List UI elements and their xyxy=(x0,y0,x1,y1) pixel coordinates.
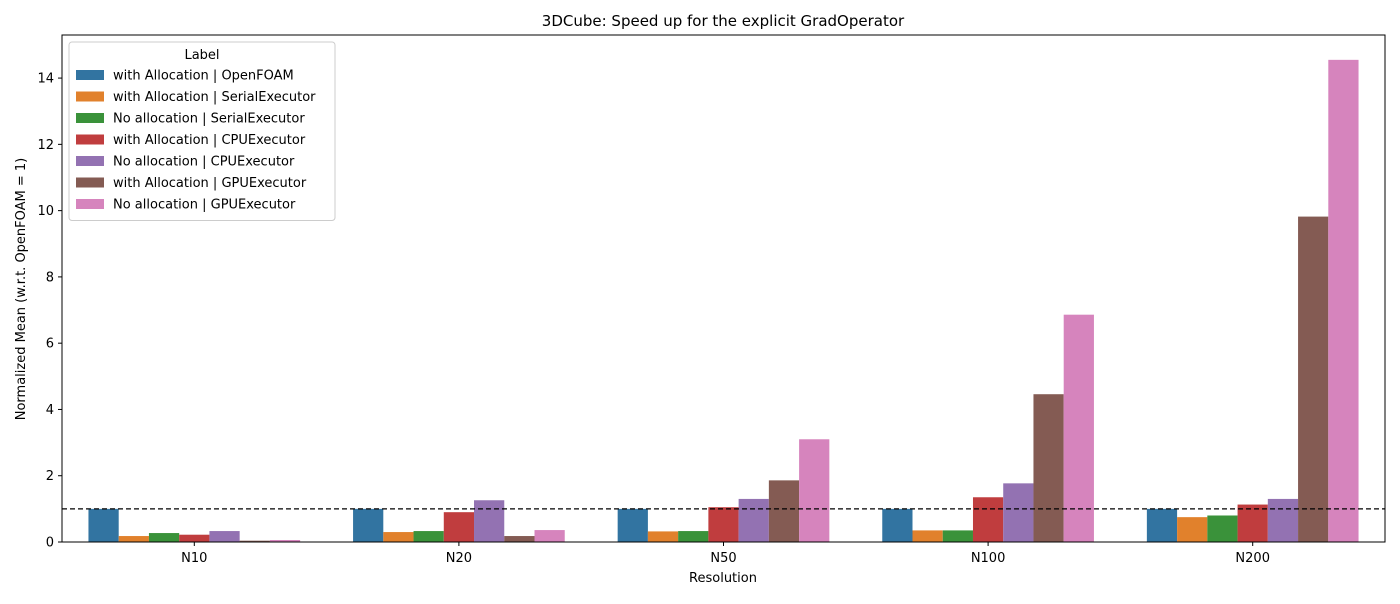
y-tick-label: 2 xyxy=(46,469,54,484)
bar xyxy=(148,533,180,542)
bar xyxy=(179,534,210,542)
legend-swatch xyxy=(76,156,104,166)
x-tick-label: N100 xyxy=(971,551,1006,566)
bar xyxy=(617,508,648,542)
x-tick-label: N200 xyxy=(1235,551,1270,566)
bar xyxy=(1177,517,1208,542)
bar xyxy=(942,530,973,542)
bar xyxy=(88,508,119,542)
bar xyxy=(1033,394,1064,542)
bar xyxy=(209,531,240,542)
legend-swatch xyxy=(76,113,104,123)
bar xyxy=(1328,59,1359,542)
legend-label: with Allocation | OpenFOAM xyxy=(113,69,294,84)
bar xyxy=(912,530,943,542)
bar xyxy=(1237,504,1268,542)
bar xyxy=(799,439,830,542)
axes-layer: 0 2 4 6 8 10 12 14 N10 N20 N50 N100 N200 xyxy=(37,34,1386,566)
y-tick-label: 8 xyxy=(46,270,54,285)
bar xyxy=(1267,498,1299,542)
legend-swatch xyxy=(76,177,104,188)
y-tick-label: 14 xyxy=(37,72,54,87)
x-tick-label: N50 xyxy=(710,551,736,566)
bar xyxy=(504,536,535,542)
bar xyxy=(443,512,475,542)
y-axis-label: Normalized Mean (w.r.t. OpenFOAM = 1) xyxy=(14,158,29,421)
bar xyxy=(1063,314,1094,542)
bar xyxy=(738,498,769,542)
bar xyxy=(353,508,384,542)
bar xyxy=(1003,483,1034,542)
y-tick-label: 10 xyxy=(37,204,54,219)
bar xyxy=(534,530,565,542)
bar xyxy=(1207,515,1238,542)
bar xyxy=(678,531,709,542)
y-tick-label: 4 xyxy=(46,403,54,418)
y-tick-label: 0 xyxy=(46,536,54,551)
bar xyxy=(768,480,800,542)
y-tick-label: 12 xyxy=(37,138,54,153)
legend-label: with Allocation | SerialExecutor xyxy=(113,90,316,105)
chart-title: 3DCube: Speed up for the explicit GradOp… xyxy=(542,12,905,30)
x-tick-label: N10 xyxy=(181,551,207,566)
bar xyxy=(882,508,913,542)
legend-label: No allocation | SerialExecutor xyxy=(113,112,305,127)
bar xyxy=(972,497,1004,542)
legend: Label with Allocation | OpenFOAM with Allo… xyxy=(68,41,336,221)
bar xyxy=(383,532,414,542)
y-tick-label: 6 xyxy=(46,337,54,352)
bar xyxy=(118,536,149,542)
legend-swatch xyxy=(76,91,104,102)
legend-swatch xyxy=(76,199,104,209)
bar xyxy=(1298,216,1329,542)
legend-label: with Allocation | GPUExecutor xyxy=(113,176,307,191)
bar xyxy=(239,540,270,542)
bar xyxy=(708,507,739,542)
legend-title: Label xyxy=(184,48,219,63)
bar xyxy=(269,540,301,542)
x-tick-label: N20 xyxy=(446,551,472,566)
bar xyxy=(1146,508,1178,542)
legend-swatch xyxy=(76,134,104,145)
legend-label: No allocation | GPUExecutor xyxy=(113,198,296,213)
x-axis-label: Resolution xyxy=(689,571,757,586)
legend-label: with Allocation | CPUExecutor xyxy=(113,133,306,148)
bar xyxy=(647,531,679,542)
bar xyxy=(474,500,505,542)
legend-box xyxy=(68,41,336,221)
bars-layer xyxy=(88,59,1359,542)
legend-label: No allocation | CPUExecutor xyxy=(113,155,295,170)
bar xyxy=(413,531,444,542)
legend-swatch xyxy=(76,70,104,80)
